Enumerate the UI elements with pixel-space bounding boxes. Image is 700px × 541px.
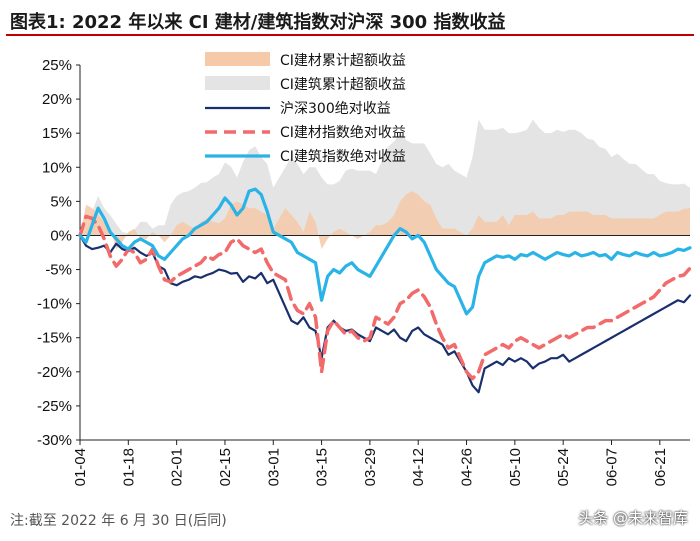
axes-layer: 25%20%15%10%5%0%-5%-10%-15%-20%-25%-30%0… [37,57,690,486]
x-tick-label: 01-04 [72,448,89,486]
y-tick-label: 20% [42,91,72,108]
x-tick-label: 03-01 [265,448,282,486]
y-tick-label: 0% [50,227,72,244]
x-tick-label: 03-29 [362,448,379,486]
y-tick-label: -10% [37,296,72,313]
legend-label-cement_excess: CI建材累计超额收益 [280,53,406,69]
x-tick-label: 05-10 [507,448,524,486]
y-tick-label: 5% [50,193,72,210]
x-tick-label: 06-21 [652,448,669,486]
legend-swatch-construction_excess [205,76,270,90]
legend-label-hs300: 沪深300绝对收益 [280,101,391,117]
y-tick-label: -25% [37,398,72,415]
y-tick-label: -5% [45,262,72,279]
legend-swatch-cement_excess [205,52,270,66]
x-tick-label: 06-07 [603,448,620,486]
y-tick-label: -15% [37,330,72,347]
x-tick-label: 04-26 [459,448,476,486]
x-tick-label: 02-01 [169,448,186,486]
legend-label-construction_abs: CI建筑指数绝对收益 [280,149,406,165]
y-tick-label: -20% [37,364,72,381]
y-tick-label: 15% [42,125,72,142]
y-tick-label: 25% [42,57,72,74]
line-hs300 [78,234,692,394]
y-tick-label: 10% [42,159,72,176]
chart-title: 图表1: 2022 年以来 CI 建材/建筑指数对沪深 300 指数收益 [10,12,506,33]
x-tick-label: 04-12 [410,448,427,486]
legend-label-construction_excess: CI建筑累计超额收益 [280,77,406,93]
x-tick-label: 02-15 [217,448,234,486]
x-tick-label: 01-18 [120,448,137,486]
y-tick-label: -30% [37,432,72,449]
x-tick-label: 03-15 [314,448,331,486]
lines-layer [78,187,692,394]
x-tick-label: 05-24 [555,448,572,486]
title-bar: 图表1: 2022 年以来 CI 建材/建筑指数对沪深 300 指数收益 [6,6,694,36]
watermark: 头条 @未来智库 [578,509,688,527]
footnote: 注:截至 2022 年 6 月 30 日(后同) [10,513,227,529]
legend-label-cement_abs: CI建材指数绝对收益 [280,125,406,141]
line-construction_abs [78,187,692,316]
line-cement_abs [78,214,692,381]
chart-svg: 25%20%15%10%5%0%-5%-10%-15%-20%-25%-30%0… [37,52,692,486]
